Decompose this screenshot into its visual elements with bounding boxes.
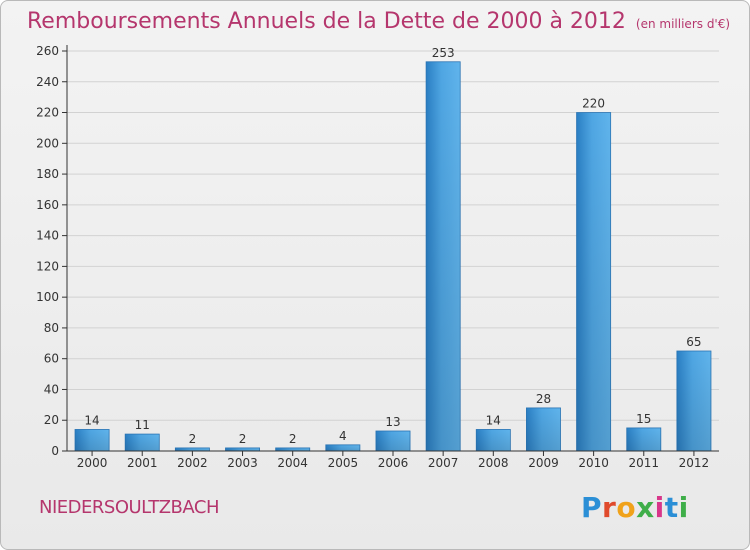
y-tick-label: 260 [36,44,59,58]
data-label: 220 [582,97,605,111]
bar-shade [275,447,310,451]
data-label: 11 [135,418,150,432]
bar-shade [325,444,360,451]
x-tick-label: 2007 [428,456,459,470]
y-tick-label: 100 [36,290,59,304]
y-tick-label: 60 [44,352,59,366]
bar-shade [626,427,661,451]
bar-shade [576,112,611,452]
y-tick-label: 80 [44,321,59,335]
data-label: 4 [339,429,347,443]
data-label: 13 [385,415,400,429]
y-tick-label: 140 [36,229,59,243]
logo-letter: i [654,491,665,524]
x-tick-label: 2005 [328,456,359,470]
x-tick-label: 2003 [227,456,258,470]
bar-shade [375,431,411,451]
x-tick-label: 2012 [679,456,710,470]
logo-letter: i [678,491,689,524]
y-tick-label: 0 [51,444,59,458]
x-tick-label: 2009 [528,456,559,470]
y-tick-label: 180 [36,167,59,181]
title-text: Remboursements Annuels de la Dette de 20… [27,9,626,34]
axes: 0 20 40 60 80 100 120 140 160 180 200 220 240 260 2000… [36,44,719,470]
logo-letter: x [636,491,655,524]
bar-shade [476,429,511,451]
x-tick-label: 2004 [277,456,308,470]
logo-letter: P [581,491,603,524]
bar-shade [125,434,160,451]
data-label: 2 [289,432,297,446]
x-tick-label: 2008 [478,456,509,470]
data-label: 65 [686,335,701,349]
bar-shade [526,407,561,451]
bars: 14 11 2 2 2 4 13 253 14 28 220 15 65 [74,46,712,452]
data-label: 28 [536,392,551,406]
y-tick-label: 220 [36,106,59,120]
data-label: 14 [486,413,501,427]
y-tick-label: 20 [44,413,59,427]
x-tick-label: 2006 [378,456,409,470]
y-tick-label: 240 [36,75,59,89]
y-tick-label: 200 [36,136,59,150]
data-label: 2 [189,432,197,446]
unit-label: (en milliers d'€) [635,17,731,31]
data-label: 2 [239,432,247,446]
logo-letter: o [616,491,637,524]
x-tick-label: 2002 [177,456,208,470]
x-tick-label: 2010 [578,456,609,470]
data-label: 15 [636,412,651,426]
data-label: 14 [84,413,99,427]
y-tick-label: 160 [36,198,59,212]
bar-shade [225,447,260,451]
x-tick-label: 2011 [628,456,659,470]
chart-title: Remboursements Annuels de la Dette de 20… [27,9,730,34]
y-tick-label: 120 [36,259,59,273]
logo-letter: r [602,491,617,524]
commune-name: NIEDERSOULTZBACH [39,497,219,518]
bar-shade [175,447,210,451]
x-tick-label: 2001 [127,456,158,470]
bar-shade [75,429,110,451]
logo-letter: t [664,491,679,524]
y-tick-label: 40 [44,382,59,396]
proxiti-logo: Proxiti [581,491,689,524]
data-label: 253 [432,46,455,60]
grid-lines [67,50,719,421]
bar-shade [676,351,711,451]
x-tick-label: 2000 [77,456,108,470]
bar-shade [426,61,461,452]
